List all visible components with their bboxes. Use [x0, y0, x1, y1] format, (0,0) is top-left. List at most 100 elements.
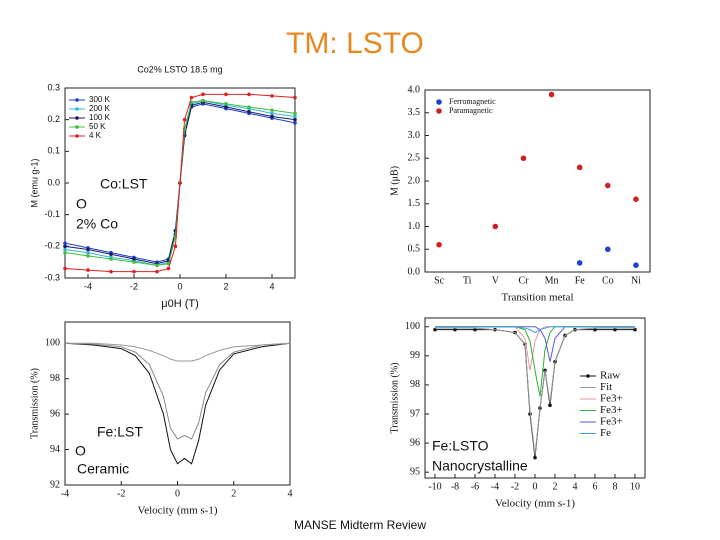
- point: [633, 262, 639, 268]
- x-tick-label: -4: [84, 281, 92, 291]
- x-tick-label: Co: [602, 275, 614, 286]
- annotation: 2% Co: [76, 216, 118, 232]
- y-axis-label: Transmission (%): [389, 362, 400, 433]
- point: [293, 95, 297, 100]
- point: [86, 254, 90, 258]
- point: [270, 111, 274, 116]
- y-tick-label: 99: [410, 350, 420, 361]
- y-tick-label: 1.0: [408, 221, 421, 232]
- series-line: [435, 327, 635, 455]
- legend-label: Fe3+: [600, 416, 623, 428]
- x-axis-label: Velocity (mm s-1): [137, 505, 217, 517]
- y-tick-label: 2.5: [408, 153, 421, 164]
- x-tick-label: 2: [553, 481, 558, 492]
- point: [86, 250, 90, 255]
- point: [436, 241, 442, 248]
- x-tick-label: Mn: [545, 275, 559, 286]
- point: [173, 244, 178, 249]
- y-tick-label: -0.3: [44, 272, 60, 282]
- point: [453, 327, 457, 332]
- point: [182, 117, 187, 122]
- annotation: Nanocrystalline: [432, 458, 528, 474]
- legend-label: Fit: [600, 381, 612, 393]
- annotation: O: [75, 443, 86, 459]
- point: [247, 109, 251, 114]
- point: [132, 260, 136, 264]
- point: [63, 241, 67, 245]
- point: [224, 102, 228, 106]
- y-tick-label: 1.5: [408, 198, 421, 209]
- point: [548, 403, 552, 408]
- chart: 95 96 97 98 99 100 -10 -8 -6 -4 -2 0 2 4 6 8 10 Velocity …: [389, 317, 646, 510]
- point: [247, 92, 251, 97]
- x-tick-label: -2: [117, 488, 125, 499]
- x-tick-label: 0: [533, 481, 538, 492]
- chart-title: Co2% LSTO 18.5 mg: [137, 64, 222, 74]
- x-tick-label: -4: [61, 488, 69, 499]
- x-tick-label: V: [492, 275, 500, 286]
- point: [433, 327, 437, 332]
- y-tick-label: 0.3: [47, 82, 60, 92]
- y-tick-label: 92: [50, 479, 60, 490]
- point: [109, 269, 113, 274]
- point: [86, 247, 90, 252]
- y-axis-label: Transmission (%): [29, 368, 40, 439]
- legend-label: 50 K: [89, 122, 106, 131]
- legend-marker: [75, 134, 79, 138]
- point: [247, 105, 251, 109]
- chart: Co2% LSTO 18.5 mg -0.3 -0.2 -0.1 0.0 0.1 0.2 0.…: [29, 64, 297, 310]
- x-tick-label: 4: [288, 488, 293, 499]
- y-axis-label: M (μB): [389, 166, 400, 196]
- legend-label: 200 K: [89, 104, 111, 113]
- legend-marker: [75, 116, 79, 120]
- chart: 92 94 96 98 100 -4 -2 0 2 4 Velocity (mm s-1) Trans…: [29, 321, 293, 517]
- legend-marker: [436, 99, 442, 105]
- x-tick-label: -2: [511, 481, 519, 492]
- y-tick-label: 95: [410, 466, 420, 477]
- legend-marker: [586, 374, 590, 378]
- x-tick-label: -6: [471, 481, 479, 492]
- point: [132, 269, 136, 274]
- annotation: Fe:LST: [97, 424, 143, 440]
- point: [270, 108, 274, 112]
- x-tick-label: -2: [130, 281, 138, 291]
- point: [63, 250, 67, 255]
- point: [548, 91, 555, 98]
- legend-label: Fe3+: [600, 404, 623, 416]
- point: [63, 244, 67, 249]
- point: [492, 223, 499, 230]
- y-tick-label: 3.0: [408, 130, 421, 141]
- point: [293, 117, 297, 122]
- point: [155, 269, 159, 274]
- x-tick-label: 10: [630, 481, 640, 492]
- point: [86, 268, 90, 272]
- y-tick-label: 98: [410, 379, 420, 390]
- annotation: Ceramic: [77, 461, 129, 477]
- y-tick-label: 100: [45, 338, 60, 349]
- series-line: [65, 342, 291, 362]
- point: [270, 94, 274, 98]
- point: [224, 105, 228, 109]
- x-axis-label: Transition metal: [501, 292, 573, 304]
- series-line: [435, 326, 635, 334]
- point: [533, 455, 537, 460]
- y-tick-label: -0.2: [44, 241, 60, 251]
- footer: MANSE Midterm Review: [294, 518, 426, 532]
- y-tick-label: 96: [50, 408, 60, 419]
- plot-frame: [424, 89, 651, 273]
- point: [132, 257, 136, 261]
- point: [270, 114, 274, 119]
- point: [166, 266, 171, 271]
- point: [155, 263, 159, 268]
- x-tick-label: Cr: [518, 275, 529, 286]
- x-tick-label: 2: [223, 281, 228, 291]
- point: [109, 257, 113, 261]
- point: [189, 95, 194, 100]
- y-tick-label: 4.0: [408, 84, 421, 95]
- series-line: [64, 342, 291, 465]
- x-tick-label: -8: [451, 481, 459, 492]
- x-axis-label: μ0H (T): [161, 298, 199, 310]
- annotation: Fe:LSTO: [432, 438, 489, 454]
- point: [201, 92, 205, 97]
- y-tick-label: 97: [410, 408, 420, 419]
